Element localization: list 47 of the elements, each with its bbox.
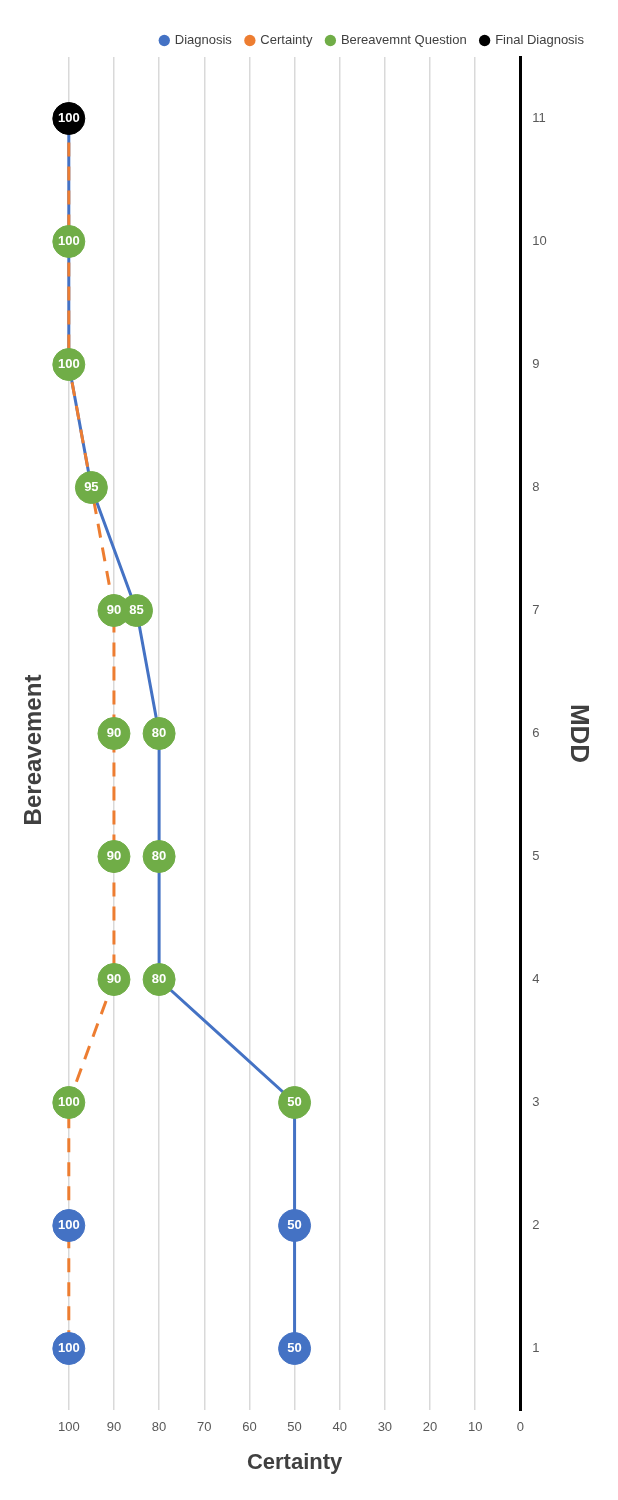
y-tick-label: 11 (532, 110, 546, 126)
x-tick-label: 90 (106, 1419, 122, 1435)
data-label: 90 (106, 848, 122, 864)
data-label: 80 (151, 725, 167, 741)
data-label: 50 (287, 1217, 302, 1233)
y-tick-label: 8 (532, 479, 540, 495)
y-tick-label: 1 (532, 1340, 540, 1356)
x-tick-label: 30 (377, 1419, 393, 1435)
data-label: 50 (287, 1094, 302, 1110)
x-axis-title: Certainty (246, 1448, 344, 1474)
data-label: 100 (57, 1217, 80, 1233)
data-label: 100 (57, 1094, 80, 1110)
y-tick-label: 9 (532, 356, 540, 372)
data-label: 90 (106, 971, 122, 987)
y-tick-label: 6 (532, 725, 540, 741)
x-tick-label: 0 (516, 1419, 524, 1435)
data-label: 50 (287, 1340, 302, 1356)
data-label: 100 (57, 233, 80, 249)
x-tick-label: 70 (197, 1419, 212, 1435)
x-tick-label: 100 (57, 1419, 80, 1435)
x-tick-label: 50 (287, 1419, 302, 1435)
data-label: 90 (106, 725, 122, 741)
y-tick-label: 10 (532, 233, 547, 249)
legend-label: Certainty (260, 32, 313, 48)
x-tick-label: 20 (422, 1419, 438, 1435)
data-label: 95 (84, 479, 99, 495)
data-label: 100 (57, 110, 80, 126)
y-tick-label: 2 (532, 1217, 540, 1233)
data-label: 100 (57, 356, 80, 372)
data-label: 80 (151, 848, 167, 864)
y-tick-label: 4 (532, 971, 540, 987)
y-tick-label: 3 (532, 1094, 540, 1110)
y-axis-title: MDD (565, 703, 596, 764)
y-tick-label: 7 (532, 602, 540, 618)
x-tick-label: 10 (467, 1419, 483, 1435)
data-label: 90 (106, 602, 122, 618)
text: Bereavement (19, 674, 47, 826)
data-label: 100 (57, 1340, 80, 1356)
legend-label: Bereavemnt Question (340, 32, 467, 48)
x-tick-label: 60 (242, 1419, 257, 1435)
data-label: 85 (129, 602, 144, 618)
legend-label: Diagnosis (174, 32, 233, 48)
data-label: 80 (151, 971, 167, 987)
x-tick-label: 40 (332, 1419, 347, 1435)
legend-label: Final Diagnosis (495, 32, 585, 48)
y-tick-label: 5 (532, 848, 540, 864)
x-tick-label: 80 (151, 1419, 167, 1435)
